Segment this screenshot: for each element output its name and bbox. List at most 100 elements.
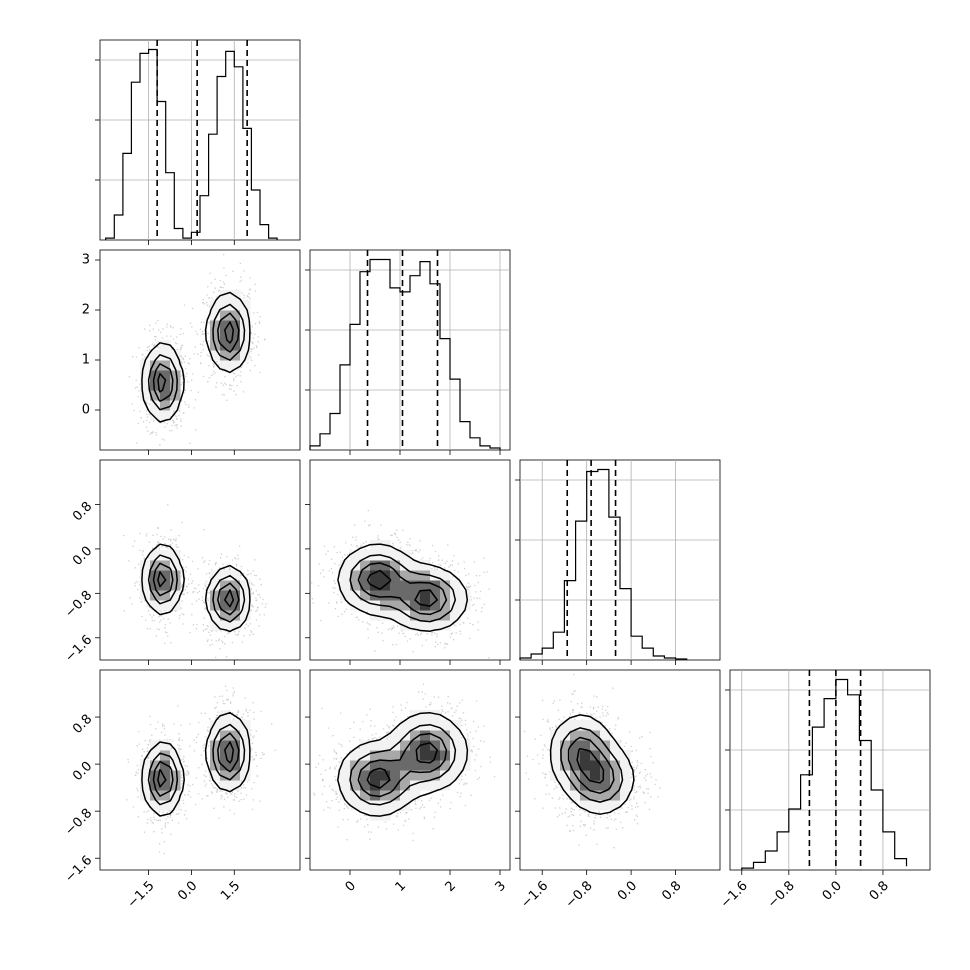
density-bin [210,320,221,331]
density-bin [150,350,161,361]
density-bin [390,730,401,741]
density-bin [220,620,231,631]
density-bin [610,760,621,771]
density-bin [600,790,611,801]
density-bin [150,800,161,811]
density-bin [370,540,381,551]
density-bin [360,760,371,771]
density-bin [400,760,411,771]
density-bin [390,780,401,791]
density-bin [170,550,181,561]
contour-line [141,543,251,633]
density-bin [450,580,461,591]
density-bin [210,740,221,751]
density-bin [230,610,241,621]
density-bin [390,800,401,811]
density-bin [390,760,401,771]
density-bin [420,590,431,601]
density-bin [410,610,421,621]
density-bin [450,730,461,741]
density-bin [410,750,421,761]
density-bin [620,770,631,781]
density-bin [420,580,431,591]
density-bin [210,350,221,361]
contour-line [152,312,240,402]
y-tick-label: 1 [82,353,90,368]
panel-frame [519,459,721,661]
histogram-panel-3 [515,459,721,665]
density-bin [600,750,611,761]
density-bin [460,600,471,611]
contour-line [567,736,615,794]
x-tick-label: 2 [443,878,459,894]
density-bin [610,800,621,811]
density-bin [430,610,441,621]
density-bin [550,730,561,741]
panel-content [311,509,490,659]
density-bin [430,600,441,611]
density-bin [360,580,371,591]
density-bin [160,800,171,811]
density-bin [160,740,171,751]
density-bin [440,740,451,751]
density-bin [140,370,151,381]
density-bin [150,550,161,561]
density-bin [170,400,181,411]
density-bin [360,750,371,761]
density-bin [150,390,161,401]
density-bin [240,330,251,341]
panel-frame [309,459,511,661]
density-bin [390,600,401,611]
density-bin [390,590,401,601]
panel-content [523,673,661,849]
x-tick-label: −0.8 [765,878,798,911]
histogram-step-4 [741,678,908,870]
density-bin [350,800,361,811]
density-bin [360,560,371,571]
density-bin [370,740,381,751]
contour-line [560,727,624,803]
density-bin [580,750,591,761]
density-bin [420,710,431,721]
contour-line [366,569,438,607]
density-bin [150,760,161,771]
contour-line [349,554,457,623]
density-bin [400,720,411,731]
density-bin [210,770,221,781]
density-bin [410,590,421,601]
density-bin [150,410,161,421]
density-bin [460,750,471,761]
density-bin [140,780,151,791]
density-bin [230,620,241,631]
density-bin [150,600,161,611]
density-bin [340,590,351,601]
density-bin [340,580,351,591]
x-tick-label: 0.8 [659,878,684,903]
density-bin [560,740,571,751]
density-bin [380,800,391,811]
density-bin [400,550,411,561]
density-bin [220,740,231,751]
density-bin [430,590,441,601]
density-bin [350,590,361,601]
density-bin [440,770,451,781]
density-bin [590,750,601,761]
x-tick-label: −1.6 [518,878,551,911]
x-tick-label: −1.5 [125,878,158,911]
x-tick-label: 0.8 [867,878,892,903]
density-bin [430,710,441,721]
panel-frame [99,459,301,661]
density-bin [360,800,371,811]
density-bin [220,310,231,321]
panel-frame [519,669,721,871]
x-tick-label: −0.8 [563,878,596,911]
density-bin [420,620,431,631]
density-bin [420,750,431,761]
density-bin [600,800,611,811]
contour-line [337,543,469,632]
density-bin [340,780,351,791]
density-bin [160,590,171,601]
panel-frame [99,249,301,451]
contour-line [549,714,635,815]
